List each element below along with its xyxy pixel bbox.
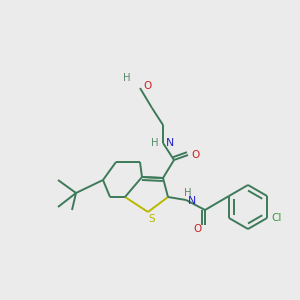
Text: H: H (151, 138, 159, 148)
Text: N: N (166, 138, 174, 148)
Text: S: S (149, 214, 155, 224)
Text: H: H (184, 188, 192, 198)
Text: O: O (191, 150, 199, 160)
Text: Cl: Cl (272, 213, 282, 223)
Text: N: N (188, 196, 196, 206)
Text: O: O (194, 224, 202, 234)
Text: O: O (143, 81, 151, 91)
Text: H: H (123, 73, 131, 83)
